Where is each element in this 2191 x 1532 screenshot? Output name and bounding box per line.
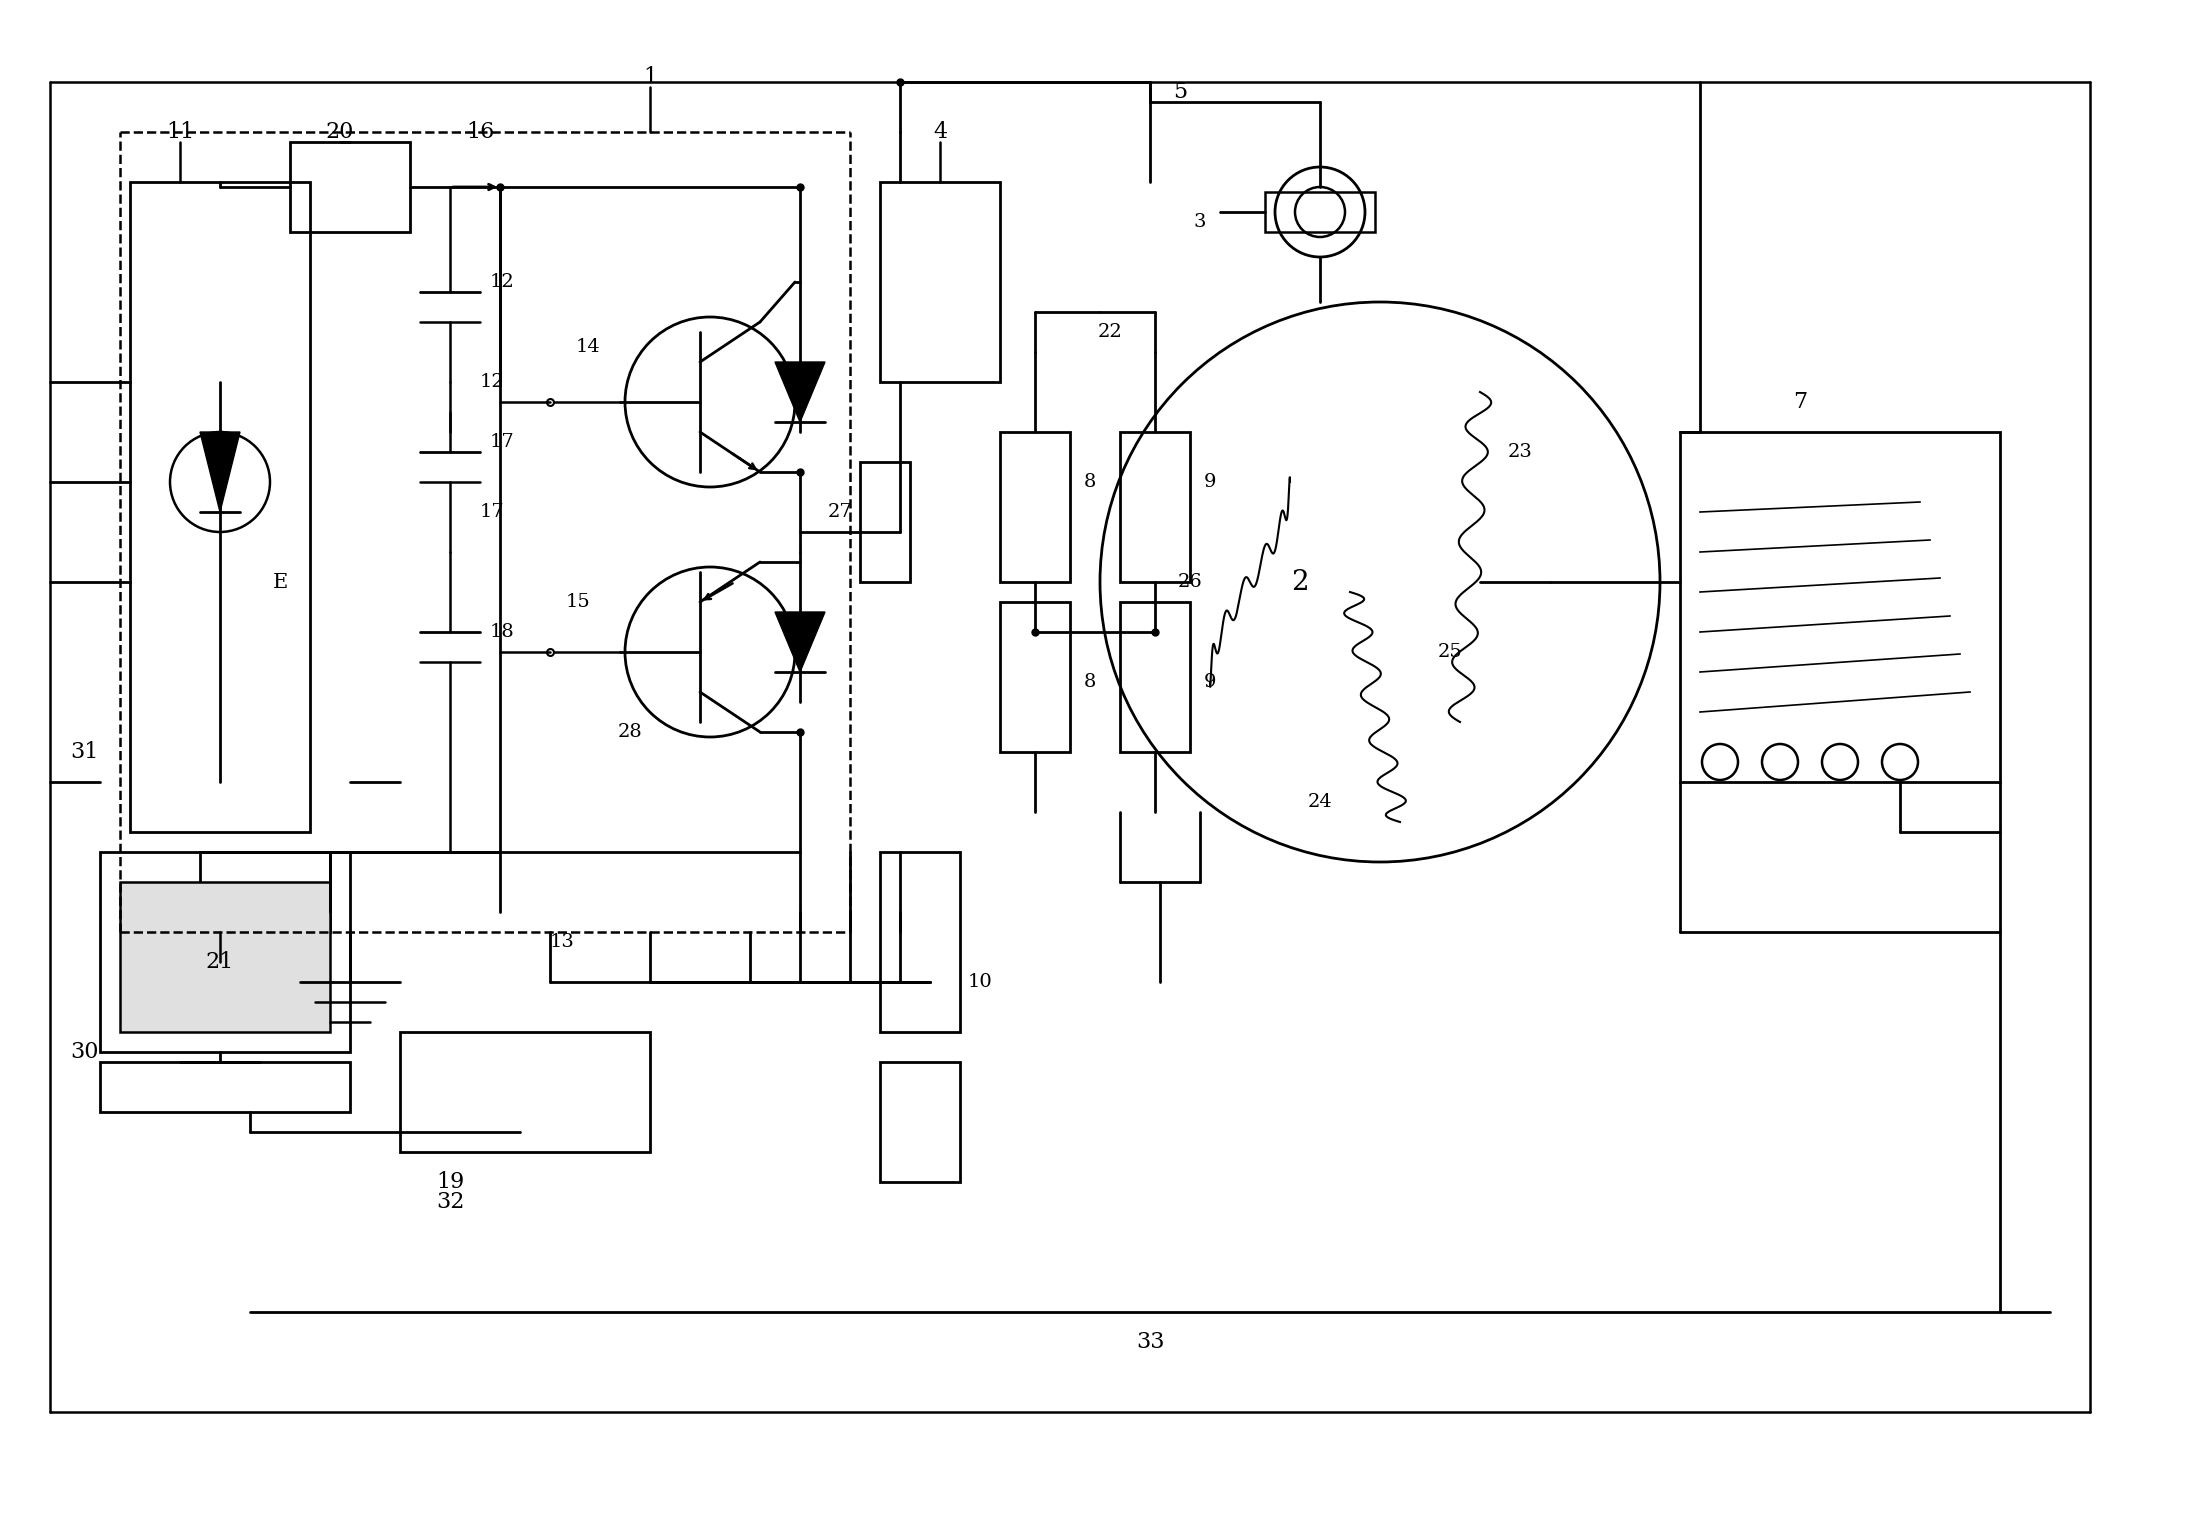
Text: 10: 10 xyxy=(968,973,993,991)
Text: 1: 1 xyxy=(642,66,657,87)
Text: 17: 17 xyxy=(491,434,515,450)
Bar xyxy=(881,182,999,381)
Text: 19: 19 xyxy=(436,1170,464,1193)
Bar xyxy=(199,852,331,931)
Text: 22: 22 xyxy=(1098,323,1122,342)
Text: 26: 26 xyxy=(1177,573,1203,591)
Bar xyxy=(1120,432,1190,582)
Text: 18: 18 xyxy=(491,624,515,640)
Text: 21: 21 xyxy=(206,951,234,973)
Text: 12: 12 xyxy=(491,273,515,291)
Text: 8: 8 xyxy=(1085,673,1096,691)
Bar xyxy=(121,882,331,1033)
Text: E: E xyxy=(272,573,287,591)
Text: 20: 20 xyxy=(326,121,355,142)
Bar xyxy=(881,1062,960,1183)
Text: 16: 16 xyxy=(467,121,495,142)
Text: 9: 9 xyxy=(1203,473,1216,490)
Bar xyxy=(881,852,960,1033)
Text: 13: 13 xyxy=(550,933,574,951)
Text: 17: 17 xyxy=(480,502,504,521)
Text: 15: 15 xyxy=(565,593,589,611)
Text: 23: 23 xyxy=(1507,443,1532,461)
Bar xyxy=(1120,602,1190,752)
Bar xyxy=(101,1062,351,1112)
Polygon shape xyxy=(776,611,826,673)
Text: 31: 31 xyxy=(70,741,99,763)
Bar xyxy=(999,432,1069,582)
Text: 8: 8 xyxy=(1085,473,1096,490)
Text: 30: 30 xyxy=(70,1042,99,1063)
Text: 4: 4 xyxy=(933,121,947,142)
Bar xyxy=(1680,432,2000,781)
Bar xyxy=(101,852,351,1052)
Polygon shape xyxy=(776,362,826,421)
Bar xyxy=(289,142,410,231)
Text: 9: 9 xyxy=(1203,673,1216,691)
Text: 33: 33 xyxy=(1135,1331,1163,1353)
Text: 11: 11 xyxy=(167,121,195,142)
Bar xyxy=(861,463,909,582)
Text: 28: 28 xyxy=(618,723,642,741)
Bar xyxy=(1264,192,1376,231)
Text: 32: 32 xyxy=(436,1190,464,1213)
Text: 7: 7 xyxy=(1792,391,1808,414)
Text: 5: 5 xyxy=(1172,81,1188,103)
Bar xyxy=(129,182,309,832)
Bar xyxy=(999,602,1069,752)
Text: 24: 24 xyxy=(1308,794,1332,810)
Bar xyxy=(401,1033,651,1152)
Text: 3: 3 xyxy=(1194,213,1207,231)
Polygon shape xyxy=(199,432,241,512)
Text: 14: 14 xyxy=(576,339,600,355)
Text: 12: 12 xyxy=(480,372,504,391)
Text: 25: 25 xyxy=(1437,643,1461,660)
Text: 2: 2 xyxy=(1290,568,1308,596)
Text: 27: 27 xyxy=(828,502,852,521)
